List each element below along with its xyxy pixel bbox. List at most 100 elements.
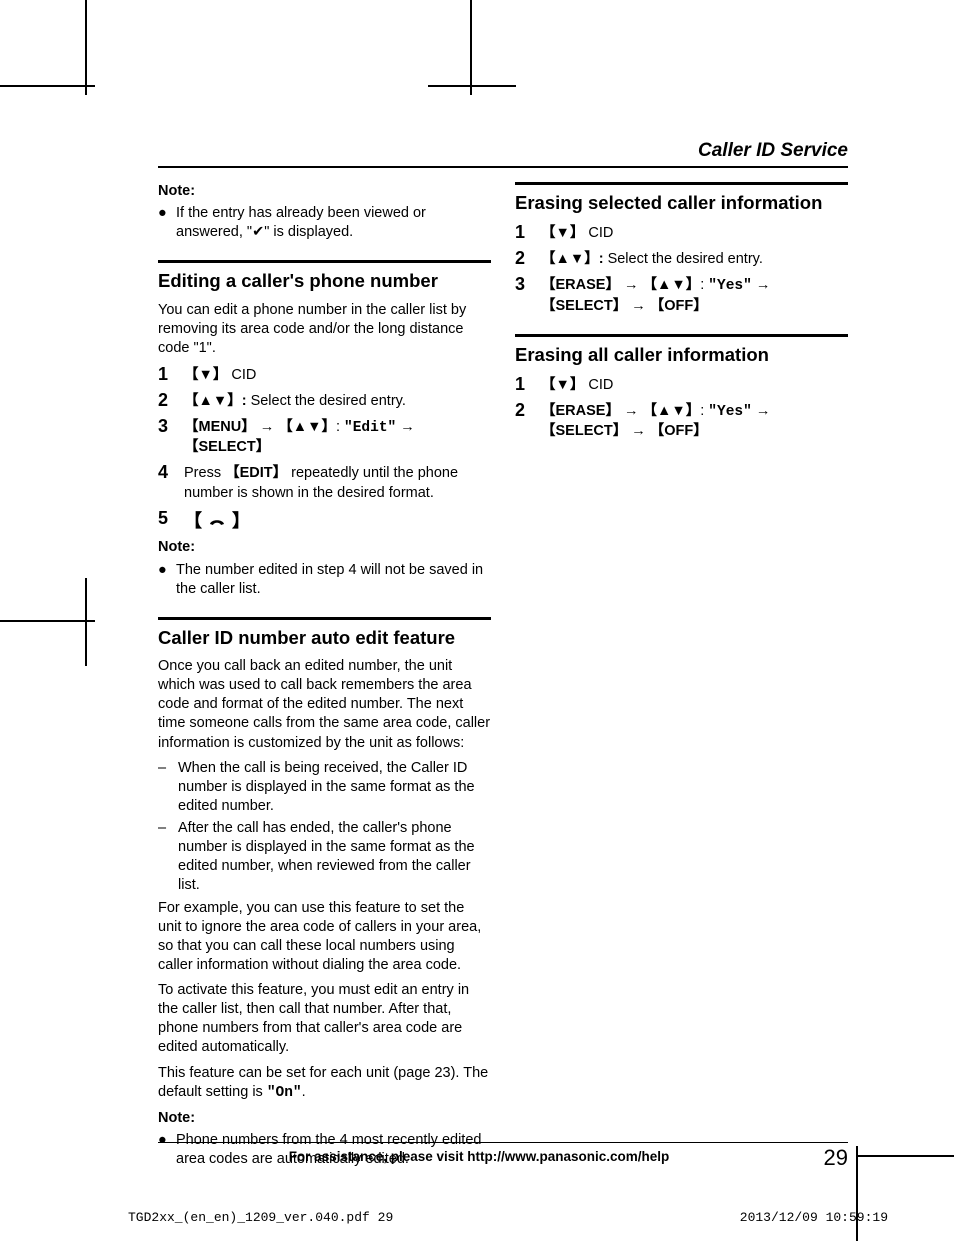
meta-timestamp: 2013/12/09 10:59:19 xyxy=(740,1210,888,1225)
step-text: Press xyxy=(184,465,225,481)
step-2: 2 【▲▼】: Select the desired entry. xyxy=(515,248,848,269)
step-body: 【▼】 CID xyxy=(184,364,491,385)
select-key: SELECT xyxy=(556,298,613,314)
note-bullet: ● If the entry has already been viewed o… xyxy=(158,204,491,242)
off-key: OFF xyxy=(664,423,693,439)
crop-mark xyxy=(0,85,95,87)
note-text: The number edited in step 4 will not be … xyxy=(176,561,491,599)
step-num: 2 xyxy=(158,390,184,411)
auto-p3: To activate this feature, you must edit … xyxy=(158,981,491,1058)
print-metadata: TGD2xx_(en_en)_1209_ver.040.pdf 29 2013/… xyxy=(128,1210,888,1225)
erase-key: ERASE xyxy=(556,277,606,293)
meta-filename: TGD2xx_(en_en)_1209_ver.040.pdf 29 xyxy=(128,1210,393,1225)
dash-item: – When the call is being received, the C… xyxy=(158,759,491,816)
page: Caller ID Service Note: ● If the entry h… xyxy=(0,0,954,1241)
page-number: 29 xyxy=(800,1145,848,1171)
dash-text: When the call is being received, the Cal… xyxy=(178,759,491,816)
content-area: Caller ID Service Note: ● If the entry h… xyxy=(158,140,848,1173)
erase-key: ERASE xyxy=(556,403,606,419)
down-key-icon: 【▼】 xyxy=(541,225,584,241)
step-1: 1 【▼】 CID xyxy=(158,364,491,385)
step-body: 【MENU】 → 【▲▼】: "Edit" → 【SELECT】 xyxy=(184,416,491,457)
step-body: 【▼】 CID xyxy=(541,374,848,395)
step-text: Select the desired entry. xyxy=(608,251,763,267)
step-num: 1 xyxy=(515,222,541,243)
auto-p1: Once you call back an edited number, the… xyxy=(158,657,491,753)
step-2: 2 【ERASE】 → 【▲▼】: "Yes" → 【SELECT】 → 【OF… xyxy=(515,400,848,441)
step-body: 【ERASE】 → 【▲▼】: "Yes" → 【SELECT】 → 【OFF】 xyxy=(541,400,848,441)
step-num: 2 xyxy=(515,248,541,269)
heading-erase-selected: Erasing selected caller information xyxy=(515,182,848,214)
crop-mark xyxy=(856,1146,858,1241)
on-value: "On" xyxy=(267,1085,302,1101)
section-title: Caller ID Service xyxy=(158,140,848,168)
updown-key-icon: 【▲▼】: xyxy=(541,251,608,267)
yes-option: Yes xyxy=(717,278,743,294)
updown-key-icon: 【▲▼】: xyxy=(184,393,251,409)
crop-mark xyxy=(85,578,87,666)
crop-mark xyxy=(470,0,472,95)
heading-auto-edit: Caller ID number auto edit feature xyxy=(158,617,491,649)
footer-help-text: For assistance, please visit http://www.… xyxy=(158,1149,800,1171)
left-column: Note: ● If the entry has already been vi… xyxy=(158,182,491,1173)
bullet-dot: ● xyxy=(158,204,176,242)
step-body: 【▲▼】: Select the desired entry. xyxy=(541,248,848,269)
columns: Note: ● If the entry has already been vi… xyxy=(158,182,848,1173)
step-body: 【ERASE】 → 【▲▼】: "Yes" → 【SELECT】 → 【OFF】 xyxy=(541,274,848,315)
step-body: Press 【EDIT】 repeatedly until the phone … xyxy=(184,462,491,502)
dash-icon: – xyxy=(158,819,178,896)
step-body: 【 】 xyxy=(184,508,491,534)
step-text: CID xyxy=(588,225,613,241)
down-key-icon: 【▼】 xyxy=(541,377,584,393)
dash-icon: – xyxy=(158,759,178,816)
select-key: SELECT xyxy=(199,439,256,455)
edit-intro: You can edit a phone number in the calle… xyxy=(158,301,491,358)
step-text: CID xyxy=(588,377,613,393)
select-key: SELECT xyxy=(556,423,613,439)
step-num: 4 xyxy=(158,462,184,502)
step-3: 3 【ERASE】 → 【▲▼】: "Yes" → 【SELECT】 → 【OF… xyxy=(515,274,848,315)
crop-mark xyxy=(0,620,95,622)
heading-edit-number: Editing a caller's phone number xyxy=(158,260,491,292)
step-4: 4 Press 【EDIT】 repeatedly until the phon… xyxy=(158,462,491,502)
step-1: 1 【▼】 CID xyxy=(515,374,848,395)
step-1: 1 【▼】 CID xyxy=(515,222,848,243)
step-3: 3 【MENU】 → 【▲▼】: "Edit" → 【SELECT】 xyxy=(158,416,491,457)
edit-option: Edit xyxy=(353,420,388,436)
heading-erase-all: Erasing all caller information xyxy=(515,334,848,366)
note-label: Note: xyxy=(158,538,491,557)
crop-mark xyxy=(856,1155,954,1157)
note-text: If the entry has already been viewed or … xyxy=(176,204,491,242)
yes-option: Yes xyxy=(717,404,743,420)
auto-p4: This feature can be set for each unit (p… xyxy=(158,1064,491,1103)
note-bullet: ● The number edited in step 4 will not b… xyxy=(158,561,491,599)
right-column: Erasing selected caller information 1 【▼… xyxy=(515,182,848,1173)
step-text: Select the desired entry. xyxy=(251,393,406,409)
step-5: 5 【 】 xyxy=(158,508,491,534)
talk-icon xyxy=(207,514,227,528)
off-key: OFF xyxy=(664,298,693,314)
edit-key: EDIT xyxy=(240,465,273,481)
down-key-icon: 【▼】 xyxy=(184,367,227,383)
step-num: 1 xyxy=(158,364,184,385)
auto-p4-pre: This feature can be set for each unit (p… xyxy=(158,1065,488,1100)
step-num: 1 xyxy=(515,374,541,395)
step-body: 【▼】 CID xyxy=(541,222,848,243)
note-label: Note: xyxy=(158,182,491,201)
crop-mark xyxy=(85,0,87,95)
step-body: 【▲▼】: Select the desired entry. xyxy=(184,390,491,411)
auto-p4-post: . xyxy=(302,1084,306,1100)
crop-mark xyxy=(428,85,516,87)
step-num: 3 xyxy=(158,416,184,457)
bullet-dot: ● xyxy=(158,561,176,599)
step-num: 3 xyxy=(515,274,541,315)
dash-item: – After the call has ended, the caller's… xyxy=(158,819,491,896)
step-text: CID xyxy=(231,367,256,383)
note-label: Note: xyxy=(158,1109,491,1128)
page-footer: For assistance, please visit http://www.… xyxy=(158,1142,848,1171)
step-num: 5 xyxy=(158,508,184,534)
auto-p2: For example, you can use this feature to… xyxy=(158,899,491,976)
step-2: 2 【▲▼】: Select the desired entry. xyxy=(158,390,491,411)
dash-text: After the call has ended, the caller's p… xyxy=(178,819,491,896)
menu-key: MENU xyxy=(199,419,242,435)
